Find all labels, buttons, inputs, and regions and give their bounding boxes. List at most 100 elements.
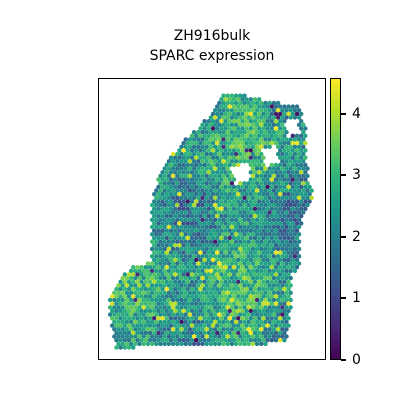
spot-429 (259, 159, 264, 164)
spot-2135 (244, 323, 249, 328)
spot-1975 (107, 312, 113, 317)
spot-1740 (217, 290, 222, 295)
spot-2297 (223, 338, 228, 343)
spot-905 (204, 210, 209, 215)
spot-350 (179, 151, 184, 157)
spot-511 (219, 170, 224, 175)
spot-278 (248, 140, 253, 146)
spot-2349 (118, 345, 123, 350)
spot-604 (204, 181, 209, 186)
spot-2101 (280, 319, 285, 325)
spot-1603 (173, 279, 178, 284)
spot-243 (225, 137, 230, 142)
spot-151 (259, 122, 264, 128)
spot-615 (254, 181, 260, 186)
spot-1083 (194, 228, 199, 233)
spot-1582 (259, 275, 264, 281)
spot-149 (250, 122, 256, 128)
spot-1486 (200, 268, 205, 274)
spot-100 (233, 115, 239, 120)
spot-766 (259, 195, 264, 200)
spot-2290 (194, 338, 199, 343)
spot-723 (236, 192, 241, 197)
spot-1623 (257, 279, 262, 284)
spot-1006 (173, 221, 178, 226)
spot-568 (189, 177, 195, 182)
spot-731 (269, 192, 274, 197)
spot-1163 (231, 235, 237, 241)
spot-134 (278, 119, 283, 124)
spot-697 (288, 188, 293, 193)
spot-1282 (284, 246, 289, 252)
spot-1479 (170, 268, 176, 274)
spot-1892 (124, 305, 130, 310)
spot-1135 (263, 232, 268, 237)
spot-400 (278, 155, 283, 160)
spot-767 (263, 195, 268, 200)
spot-2339 (229, 341, 235, 347)
spot-365 (242, 151, 247, 157)
spot-2163 (183, 327, 188, 332)
spot-1667 (267, 283, 272, 288)
spot-1889 (112, 305, 117, 310)
spot-1275 (254, 246, 260, 252)
spot-1167 (248, 235, 253, 241)
spot-2308 (269, 338, 274, 343)
spot-2144 (282, 323, 287, 328)
spot-2164 (187, 327, 193, 332)
spot-2115 (160, 323, 165, 328)
spot-1268 (225, 246, 230, 252)
spot-1305 (231, 250, 237, 255)
spot-194 (242, 130, 247, 135)
spot-1438 (168, 265, 174, 270)
spot-520 (273, 170, 279, 175)
spot-1017 (219, 221, 224, 226)
spot-1824 (204, 297, 209, 303)
spot-2119 (177, 323, 182, 328)
spot-1646 (179, 283, 184, 288)
spot-993 (267, 217, 272, 222)
spot-914 (242, 210, 247, 215)
spot-1269 (229, 246, 235, 252)
spot-343 (286, 148, 291, 153)
spot-1074 (156, 228, 161, 233)
spot-1711 (273, 286, 279, 292)
spot-255 (275, 137, 281, 142)
spot-1185 (175, 239, 180, 244)
spot-2048 (236, 316, 241, 321)
spot-639 (202, 184, 207, 190)
spot-1746 (242, 290, 247, 295)
spot-2275 (131, 338, 136, 343)
spot-1156 (202, 235, 207, 241)
spot-809 (278, 199, 283, 204)
spot-1559 (162, 275, 167, 281)
spot-918 (259, 210, 264, 215)
spot-2242 (166, 334, 172, 339)
spot-1401 (183, 261, 188, 266)
spot-531 (170, 173, 176, 179)
spot-865 (194, 206, 199, 211)
spot-260 (296, 137, 302, 142)
spot-446 (206, 162, 211, 168)
spot-1997 (200, 312, 205, 317)
spot-1320 (294, 250, 300, 255)
spot-391 (227, 155, 232, 160)
spot-1549 (120, 275, 125, 281)
spot-81 (248, 111, 253, 117)
spot-2032 (168, 316, 174, 321)
spot-1306 (236, 250, 241, 255)
spot-1952 (194, 308, 199, 314)
spot-1789 (240, 294, 245, 299)
spot-456 (257, 162, 262, 168)
spot-2077 (179, 319, 184, 325)
spot-50 (294, 104, 300, 109)
spot-212 (215, 133, 220, 138)
spot-2232 (124, 334, 130, 339)
spot-1238 (248, 243, 253, 248)
spot-640 (206, 184, 211, 190)
spot-541 (212, 173, 218, 179)
spot-1691 (189, 286, 195, 292)
spot-872 (223, 206, 228, 211)
spot-198 (259, 130, 264, 135)
spot-1067 (275, 224, 281, 230)
